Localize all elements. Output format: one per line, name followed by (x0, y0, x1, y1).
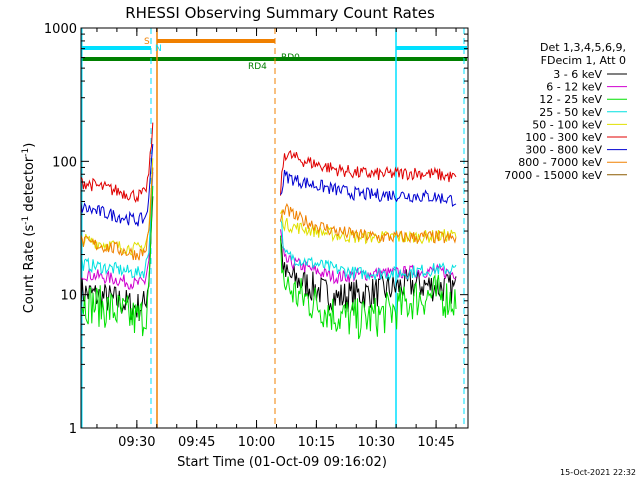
legend-title-line-1: Det 1,3,4,5,6,9, (540, 41, 626, 54)
chart-title: RHESSI Observing Summary Count Rates (125, 4, 435, 22)
x-tick-label: 10:15 (298, 435, 335, 450)
flag-label-rd0: RD0 (281, 53, 300, 63)
legend-title-line-2: FDecim 1, Att 0 (541, 54, 626, 67)
y-axis-label: Count Rate (s-1 detector-1) (21, 143, 37, 314)
legend-label: 7000 - 15000 keV (504, 169, 602, 182)
x-tick-label: 10:45 (417, 435, 454, 450)
series-line (81, 167, 457, 261)
y-tick-label: 1 (69, 422, 77, 437)
series-line (81, 122, 457, 203)
y-tick-label: 1000 (44, 22, 77, 37)
x-tick-label: 10:30 (358, 435, 395, 450)
series-group (81, 122, 457, 340)
y-tick-label: 10 (60, 289, 77, 304)
series-line (81, 144, 457, 227)
legend-label: 12 - 25 keV (539, 93, 602, 106)
legend-label: 3 - 6 keV (553, 68, 602, 81)
legend-label: 100 - 300 keV (525, 131, 602, 144)
x-tick-label: 10:00 (238, 435, 275, 450)
series-line (81, 168, 457, 281)
legend-label: 50 - 100 keV (532, 118, 602, 131)
flag-label-n: N (155, 44, 162, 54)
legend-label: 6 - 12 keV (546, 81, 602, 94)
plot-frame (80, 27, 469, 429)
series-line (81, 185, 457, 340)
axis-ticks: 09:30 09:45 10:00 10:15 10:30 10:45 1 10 100 1000 (44, 22, 468, 450)
flag-label-rd4: RD4 (248, 62, 267, 72)
legend-label: 25 - 50 keV (539, 106, 602, 119)
x-axis-label: Start Time (01-Oct-09 09:16:02) (177, 455, 387, 470)
timestamp: 15-Oct-2021 22:32 (560, 468, 636, 477)
y-tick-label: 100 (52, 155, 77, 170)
legend-label: 800 - 7000 keV (518, 156, 602, 169)
legend-label: 300 - 800 keV (525, 144, 602, 157)
flag-label-s: S (144, 37, 150, 47)
plot-area (81, 28, 467, 428)
legend: Det 1,3,4,5,6,9, FDecim 1, Att 0 3 - 6 k… (504, 41, 627, 182)
series-line (81, 196, 457, 321)
x-tick-label: 09:30 (118, 435, 155, 450)
x-tick-label: 09:45 (178, 435, 215, 450)
